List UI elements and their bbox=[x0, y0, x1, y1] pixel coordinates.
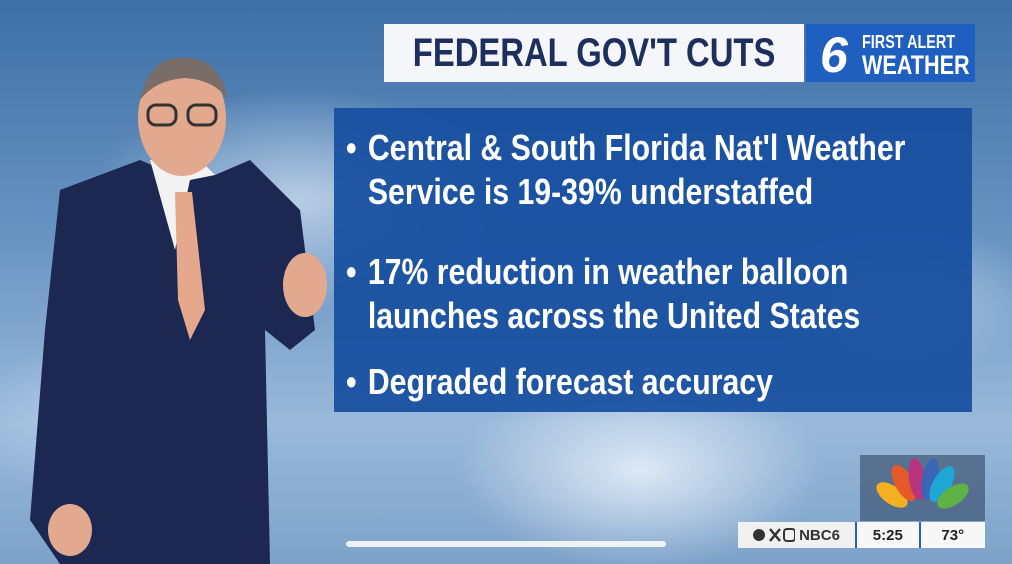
tie bbox=[175, 192, 205, 340]
handle-text: NBC6 bbox=[799, 526, 840, 544]
peacock bbox=[876, 458, 969, 509]
glasses bbox=[186, 103, 218, 127]
bullet: 17% reduction in weather balloon launche… bbox=[346, 250, 934, 338]
hair bbox=[140, 57, 228, 100]
clock: 5:25 bbox=[855, 522, 919, 548]
logo-number: 6 bbox=[820, 27, 848, 83]
bullet: Degraded forecast accuracy bbox=[346, 360, 934, 404]
bullet: Central & South Florida Nat'l Weather Se… bbox=[346, 126, 934, 214]
hand bbox=[48, 504, 92, 556]
glasses bbox=[146, 103, 178, 127]
station-logo: 6 FIRST ALERT WEATHER bbox=[806, 24, 975, 83]
head bbox=[138, 60, 226, 176]
temperature: 73° bbox=[918, 522, 985, 548]
network-logo bbox=[860, 455, 985, 521]
hand bbox=[283, 253, 327, 317]
title-bar: FEDERAL GOV'T CUTS bbox=[384, 24, 804, 82]
logo-line: WEATHER bbox=[862, 50, 970, 80]
social-icons bbox=[753, 528, 796, 542]
suit bbox=[30, 160, 315, 564]
logo-line: FIRST ALERT bbox=[862, 32, 956, 52]
ticker: NBC6 5:25 73° bbox=[738, 522, 985, 548]
title: FEDERAL GOV'T CUTS bbox=[412, 30, 776, 75]
social-handle: NBC6 bbox=[738, 522, 856, 548]
home-indicator bbox=[346, 541, 666, 547]
bullet-panel: Central & South Florida Nat'l Weather Se… bbox=[334, 108, 972, 412]
